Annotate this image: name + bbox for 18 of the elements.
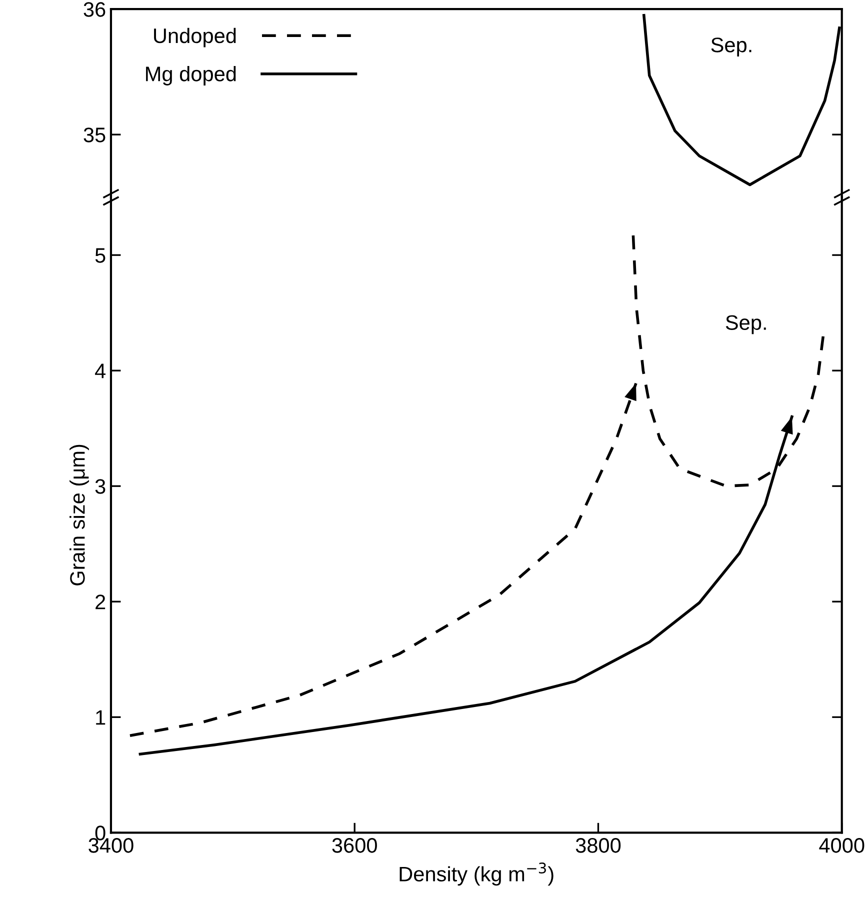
x-axis-title: Density (kg m$^{−3}$) [400,862,554,886]
annotation: Sep. [726,315,766,334]
y-tick-label: 0 [95,826,106,840]
y-tick-label: 1 [96,710,106,725]
x-tick-label: 4000 [819,838,864,853]
y-axis-title: Grain size (μm) [70,444,89,586]
x-tick-label: 3600 [332,838,377,853]
y-tick-label: 35 [84,128,106,142]
y-tick-label: 3 [95,479,106,494]
y-tick-label: 36 [84,2,106,17]
y-tick-label: 4 [95,364,106,378]
legend-label: Undoped [154,28,236,48]
y-tick-label: 5 [95,248,106,263]
legend-label: Mg doped [146,66,236,86]
annotation: Sep. [711,38,752,56]
y-tick-label: 2 [96,594,106,610]
x-tick-label: 3400 [88,838,134,853]
x-tick-label: 3800 [576,838,621,853]
